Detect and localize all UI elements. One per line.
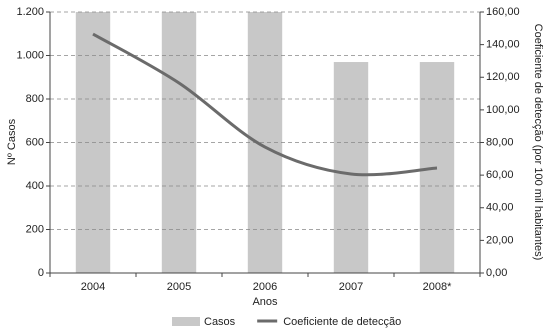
x-tick-label: 2006 [253,281,277,293]
y-tick-label: 200 [26,223,44,235]
y-tick-label: 800 [26,93,44,105]
legend-swatch [172,317,200,326]
y-axis-title: Nº Casos [6,118,18,165]
y2-tick-label: 120,00 [486,71,520,83]
y-tick-label: 0 [38,267,44,279]
y-tick-label: 1.000 [16,49,44,61]
x-tick-label: 2008* [423,281,452,293]
legend-label: Casos [204,316,236,328]
y2-tick-label: 140,00 [486,39,520,51]
y-tick-label: 1.200 [16,6,44,18]
y2-tick-label: 40,00 [486,202,514,214]
x-axis-title: Anos [252,296,278,308]
y2-tick-label: 160,00 [486,6,520,18]
line [92,32,438,177]
y2-tick-label: 80,00 [486,136,514,148]
y2-axis-title: Coeficiente de detecção (por 100 mil hab… [532,24,544,261]
x-tick-label: 2007 [339,281,363,293]
x-tick-label: 2004 [81,281,105,293]
y2-tick-label: 60,00 [486,169,514,181]
y2-tick-label: 20,00 [486,234,514,246]
y-tick-label: 400 [26,180,44,192]
legend-label: Coeficiente de detecção [283,316,401,328]
bar [333,62,369,274]
y2-tick-label: 0,00 [486,267,507,279]
y2-tick-label: 100,00 [486,104,520,116]
bar [419,62,455,274]
y-tick-label: 600 [26,136,44,148]
x-tick-label: 2005 [167,281,191,293]
